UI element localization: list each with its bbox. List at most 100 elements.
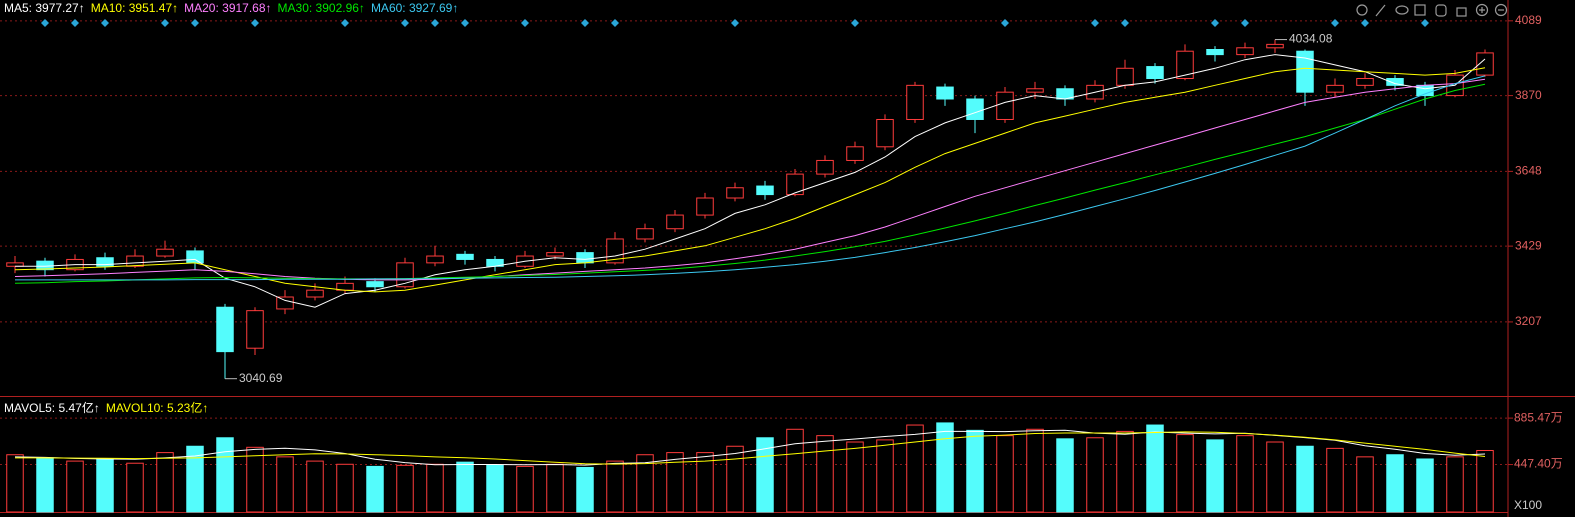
volume-bar (516, 465, 534, 513)
candle-body (1236, 47, 1254, 56)
candle-body (426, 255, 444, 264)
volume-bar (846, 441, 864, 513)
tool-lock[interactable] (1456, 7, 1467, 17)
legend-entry: MA5: 3977.27↑ (4, 1, 85, 15)
candle-body (1116, 67, 1134, 86)
candle-body (1386, 78, 1404, 86)
volume-bar (996, 435, 1014, 513)
legend: MA5: 3977.27↑ MA10: 3951.47↑ MA20: 3917.68… (4, 1, 458, 15)
signal-marker (341, 19, 349, 27)
signal-marker (1421, 19, 1429, 27)
signal-marker (401, 19, 409, 27)
candle-body (1146, 66, 1164, 80)
volume-bar (36, 457, 54, 513)
annotation: 3040.69 (239, 371, 283, 385)
volume-bar (546, 463, 564, 513)
tool-draw[interactable] (1375, 4, 1386, 17)
signal-marker (1241, 19, 1249, 27)
y-tick-label: 885.47万 (1514, 410, 1563, 424)
candle-body (1266, 43, 1284, 49)
signal-marker (1121, 19, 1129, 27)
volume-bar (216, 437, 234, 513)
tool-settings[interactable] (1356, 4, 1368, 16)
volume-bar (696, 452, 714, 513)
tool-zoom-in-sign[interactable] (1479, 7, 1485, 13)
signal-marker (1361, 19, 1369, 27)
volume-bar (276, 456, 294, 513)
candle-body (996, 91, 1014, 120)
candle-body (546, 252, 564, 257)
legend-entry: MA30: 3902.96↑ (278, 1, 365, 15)
volume-bar (906, 424, 924, 513)
candle-body (1176, 50, 1194, 80)
volume-bar (1326, 447, 1344, 513)
volume-bar (1236, 435, 1254, 513)
candle-body (846, 146, 864, 161)
tool-save[interactable] (1414, 4, 1426, 16)
candle-body (816, 159, 834, 175)
volume-bar (156, 452, 174, 513)
candle-body (936, 86, 954, 100)
volume-bar (396, 464, 414, 513)
volume-bar (6, 454, 24, 513)
tool-view[interactable] (1395, 5, 1409, 15)
candle-body (786, 173, 804, 196)
signal-marker (1001, 19, 1009, 27)
candle-body (456, 253, 474, 260)
volume-bar (1086, 437, 1104, 513)
signal-marker (431, 19, 439, 27)
candle-body (1356, 78, 1374, 86)
volume-bar (966, 429, 984, 513)
volume-bar (486, 464, 504, 513)
y-tick-label: 3429 (1515, 238, 1542, 252)
toolbar[interactable] (1356, 3, 1508, 17)
ma-line (15, 75, 1486, 281)
candle-body (1296, 50, 1314, 93)
volume-bar (456, 461, 474, 513)
candle-body (696, 197, 714, 216)
volume-bar (246, 446, 264, 513)
volume-bar (606, 460, 624, 513)
signal-marker (581, 19, 589, 27)
signal-marker (1091, 19, 1099, 27)
volume-bar (786, 428, 804, 513)
signal-marker (101, 19, 109, 27)
unit-label: X100 (1514, 498, 1542, 512)
volume-bar (426, 463, 444, 513)
volume-bar (1416, 458, 1434, 513)
signal-marker (461, 19, 469, 27)
volume-bar (936, 422, 954, 513)
legend-entry: MAVOL10: 5.23亿↑ (106, 400, 209, 415)
volume-bar (1146, 424, 1164, 513)
volume-bar (1056, 438, 1074, 513)
y-tick-label: 3207 (1515, 314, 1542, 328)
signal-marker (521, 19, 529, 27)
candle-body (126, 255, 144, 267)
candle-body (366, 281, 384, 288)
candle-body (156, 248, 174, 257)
volume-bar (1386, 454, 1404, 513)
tool-hand[interactable] (1435, 4, 1447, 17)
tool-zoom-in[interactable] (1475, 3, 1489, 17)
signal-marker (251, 19, 259, 27)
legend-entry: MA20: 3917.68↑ (184, 1, 271, 15)
candle-body (186, 250, 204, 264)
volume-bar (876, 439, 894, 513)
legend-entry: MA10: 3951.47↑ (91, 1, 178, 15)
candle-body (666, 214, 684, 230)
annotation: 4034.08 (1289, 32, 1333, 46)
signal-marker (41, 19, 49, 27)
candle-body (876, 118, 894, 148)
volume-bar (666, 452, 684, 513)
candle-body (96, 257, 114, 267)
signal-marker (71, 19, 79, 27)
volume-bar (1296, 445, 1314, 513)
ma-line (15, 54, 1486, 308)
candle-body (1206, 49, 1224, 56)
tool-zoom-out[interactable] (1494, 3, 1508, 17)
candle-body (756, 185, 774, 196)
candle-body (726, 187, 744, 199)
volume-bar (126, 462, 144, 513)
